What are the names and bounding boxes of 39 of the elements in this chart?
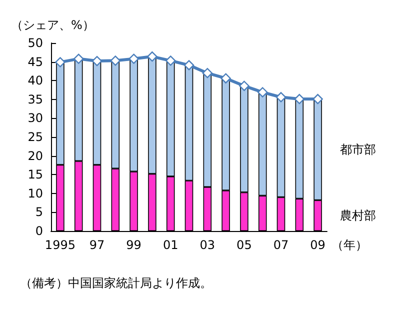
point <box>110 56 120 66</box>
point <box>312 94 323 104</box>
text: （備考）中国国家統計局より作成。 <box>20 276 212 290</box>
point <box>258 87 268 98</box>
y-axis-title: （シェア、%） <box>11 18 94 32</box>
x-tick-label: 99 <box>126 238 142 252</box>
y-tick-label: 0 <box>35 224 43 238</box>
y-tick-label: 15 <box>28 168 43 182</box>
point <box>294 94 304 104</box>
y-tick-label: 30 <box>28 111 43 126</box>
point <box>147 51 158 62</box>
y-tick-label: 35 <box>28 92 43 106</box>
point <box>202 68 212 78</box>
x-tick-label: 09 <box>310 238 326 252</box>
x-tick-label: 05 <box>236 238 252 252</box>
point <box>128 54 139 64</box>
point <box>166 56 176 66</box>
y-tick-label: 20 <box>28 148 43 163</box>
point <box>92 56 102 66</box>
point <box>239 80 250 91</box>
y-tick-label: 25 <box>28 130 43 144</box>
y-tick-label: 10 <box>28 186 43 200</box>
series-label: 都市部 <box>340 142 376 157</box>
x-tick-label: 97 <box>89 238 105 252</box>
x-tick-label: 01 <box>162 238 178 252</box>
point <box>74 54 84 64</box>
y-tick-label: 40 <box>28 74 43 88</box>
point <box>55 57 66 68</box>
y-tick-label: 5 <box>35 205 43 220</box>
point <box>220 73 231 84</box>
y-tick-label: 45 <box>28 54 43 69</box>
point <box>184 60 194 70</box>
point <box>276 92 286 102</box>
x-axis-title: （年） <box>331 238 368 252</box>
series-label: 農村部 <box>340 208 376 223</box>
y-tick-label: 50 <box>28 36 43 50</box>
x-tick-label: 03 <box>200 238 216 252</box>
x-tick-label: 07 <box>273 238 289 252</box>
x-tick-label: 1995 <box>44 238 76 252</box>
